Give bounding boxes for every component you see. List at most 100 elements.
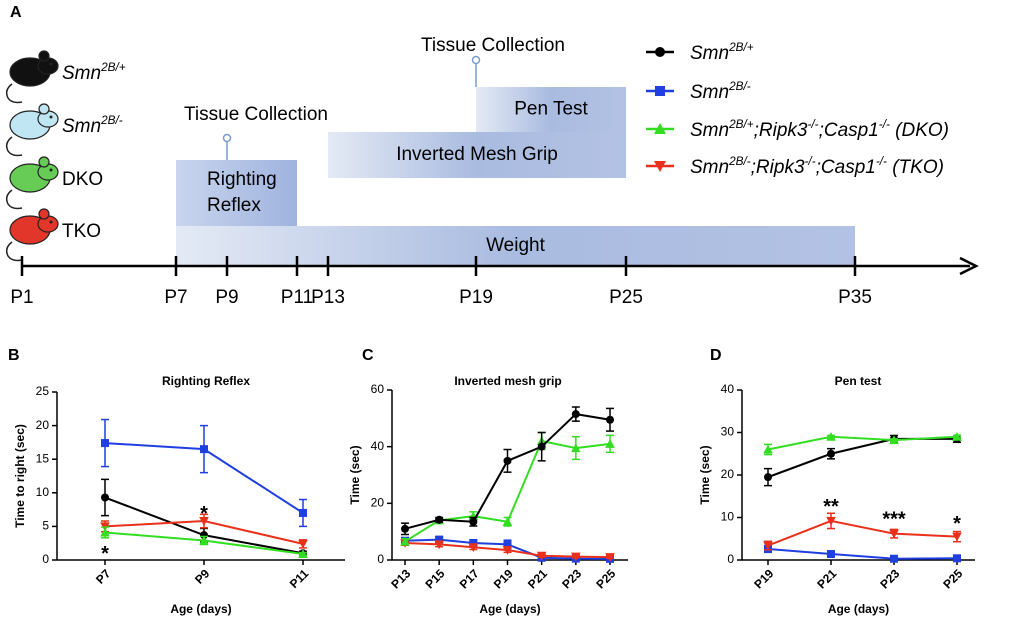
- mouse-tail: [5, 189, 23, 210]
- pin-head: [471, 55, 481, 65]
- marker: [826, 431, 836, 441]
- text-part: ;Casp1: [819, 120, 879, 141]
- x-tick-label: P23: [877, 566, 902, 591]
- marker: [571, 443, 581, 453]
- mouse-ear: [38, 208, 50, 220]
- text-part: ;Ripk3: [754, 120, 808, 141]
- timeline-bar: [328, 132, 626, 178]
- marker: [952, 431, 962, 441]
- mouse-tail: [5, 241, 23, 262]
- significance: *: [200, 503, 208, 525]
- x-axis-title: Age (days): [170, 602, 231, 616]
- text-part: 2B/-: [728, 80, 751, 93]
- mouse-tail: [5, 136, 23, 157]
- text-part: Smn: [690, 82, 729, 103]
- text-part: Smn: [62, 116, 101, 137]
- marker: [101, 493, 109, 502]
- x-tick-label: P7: [93, 566, 114, 587]
- mouse-label: Smn2B/-: [62, 114, 123, 137]
- panel-label: B: [8, 347, 20, 364]
- day-label: P35: [838, 287, 872, 308]
- significance: *: [953, 513, 961, 535]
- marker: [469, 539, 478, 547]
- event-label: Weight: [486, 235, 546, 256]
- marker: [763, 541, 773, 551]
- marker: [101, 439, 109, 448]
- x-tick-label: P17: [457, 566, 482, 591]
- marker: [100, 527, 110, 537]
- mouse-ear: [38, 156, 50, 168]
- marker: [434, 540, 444, 550]
- x-axis-title: Age (days): [479, 602, 540, 616]
- marker: [502, 546, 513, 555]
- event-label: Pen Test: [514, 99, 588, 120]
- x-tick-label: P25: [940, 566, 965, 591]
- text-part: Smn: [690, 43, 729, 64]
- timeline-bar: [176, 226, 855, 266]
- marker: [826, 516, 836, 526]
- y-tick-label: 0: [727, 552, 734, 566]
- marker: [605, 553, 615, 562]
- text-part: Smn: [62, 63, 101, 84]
- text-part: 2B/-: [100, 114, 123, 127]
- arrow-head: [959, 256, 979, 276]
- mouse-eye: [49, 62, 53, 66]
- chart-title: Pen test: [835, 374, 882, 388]
- text-part: -/-: [876, 155, 887, 168]
- mouse-eye: [49, 168, 53, 172]
- pin-head: [222, 133, 232, 143]
- text-part: 2B/+: [728, 118, 754, 131]
- legend-label: Smn2B/+;Ripk3-/-;Casp1-/- (DKO): [690, 118, 949, 141]
- event-label: Righting: [207, 169, 277, 190]
- mouse-eye: [49, 220, 53, 224]
- x-tick-label: P15: [423, 566, 448, 591]
- day-label: P25: [609, 287, 643, 308]
- marker: [503, 456, 512, 465]
- day-label: P13: [311, 287, 345, 308]
- marker: [764, 473, 772, 482]
- significance: **: [823, 496, 839, 518]
- marker: [435, 515, 444, 524]
- y-tick-label: 20: [36, 418, 50, 432]
- marker: [503, 540, 512, 549]
- marker: [468, 543, 479, 553]
- y-tick-label: 20: [721, 467, 735, 481]
- marker: [536, 551, 547, 561]
- text-part: (DKO): [890, 120, 949, 141]
- series-line: [767, 435, 958, 451]
- event-label: Reflex: [207, 195, 261, 216]
- marker: [952, 532, 962, 542]
- mouse-eye: [49, 115, 53, 119]
- text-part: DKO: [62, 169, 103, 190]
- marker: [299, 508, 307, 517]
- marker: [571, 410, 580, 419]
- text-part: -/-: [879, 118, 890, 131]
- text-part: (TKO): [887, 157, 944, 178]
- significance: ***: [882, 509, 906, 531]
- chart-title: Righting Reflex: [162, 374, 250, 388]
- marker: [827, 449, 835, 458]
- marker: [655, 47, 665, 57]
- mouse-label: DKO: [62, 169, 103, 190]
- legend-label: Smn2B/-;Ripk3-/-;Casp1-/- (TKO): [690, 155, 944, 178]
- y-tick-label: 25: [36, 384, 50, 398]
- y-tick-label: 10: [721, 510, 735, 524]
- marker: [298, 549, 308, 558]
- x-tick-label: P11: [287, 566, 312, 591]
- marker: [953, 554, 961, 563]
- y-axis-title: Time (sec): [698, 445, 712, 504]
- significance: *: [101, 543, 109, 565]
- mouse-ear: [38, 50, 50, 62]
- marker: [889, 435, 899, 445]
- x-tick-label: P19: [491, 566, 516, 591]
- y-axis-title: Time (sec): [348, 445, 362, 504]
- marker: [763, 444, 773, 454]
- marker: [469, 517, 478, 526]
- legend-label: Smn2B/-: [690, 80, 751, 103]
- text-part: ;Ripk3: [751, 157, 805, 178]
- marker: [401, 524, 409, 533]
- marker: [605, 439, 615, 448]
- annotation: Tissue Collection: [421, 35, 565, 56]
- mouse-ear: [38, 103, 50, 115]
